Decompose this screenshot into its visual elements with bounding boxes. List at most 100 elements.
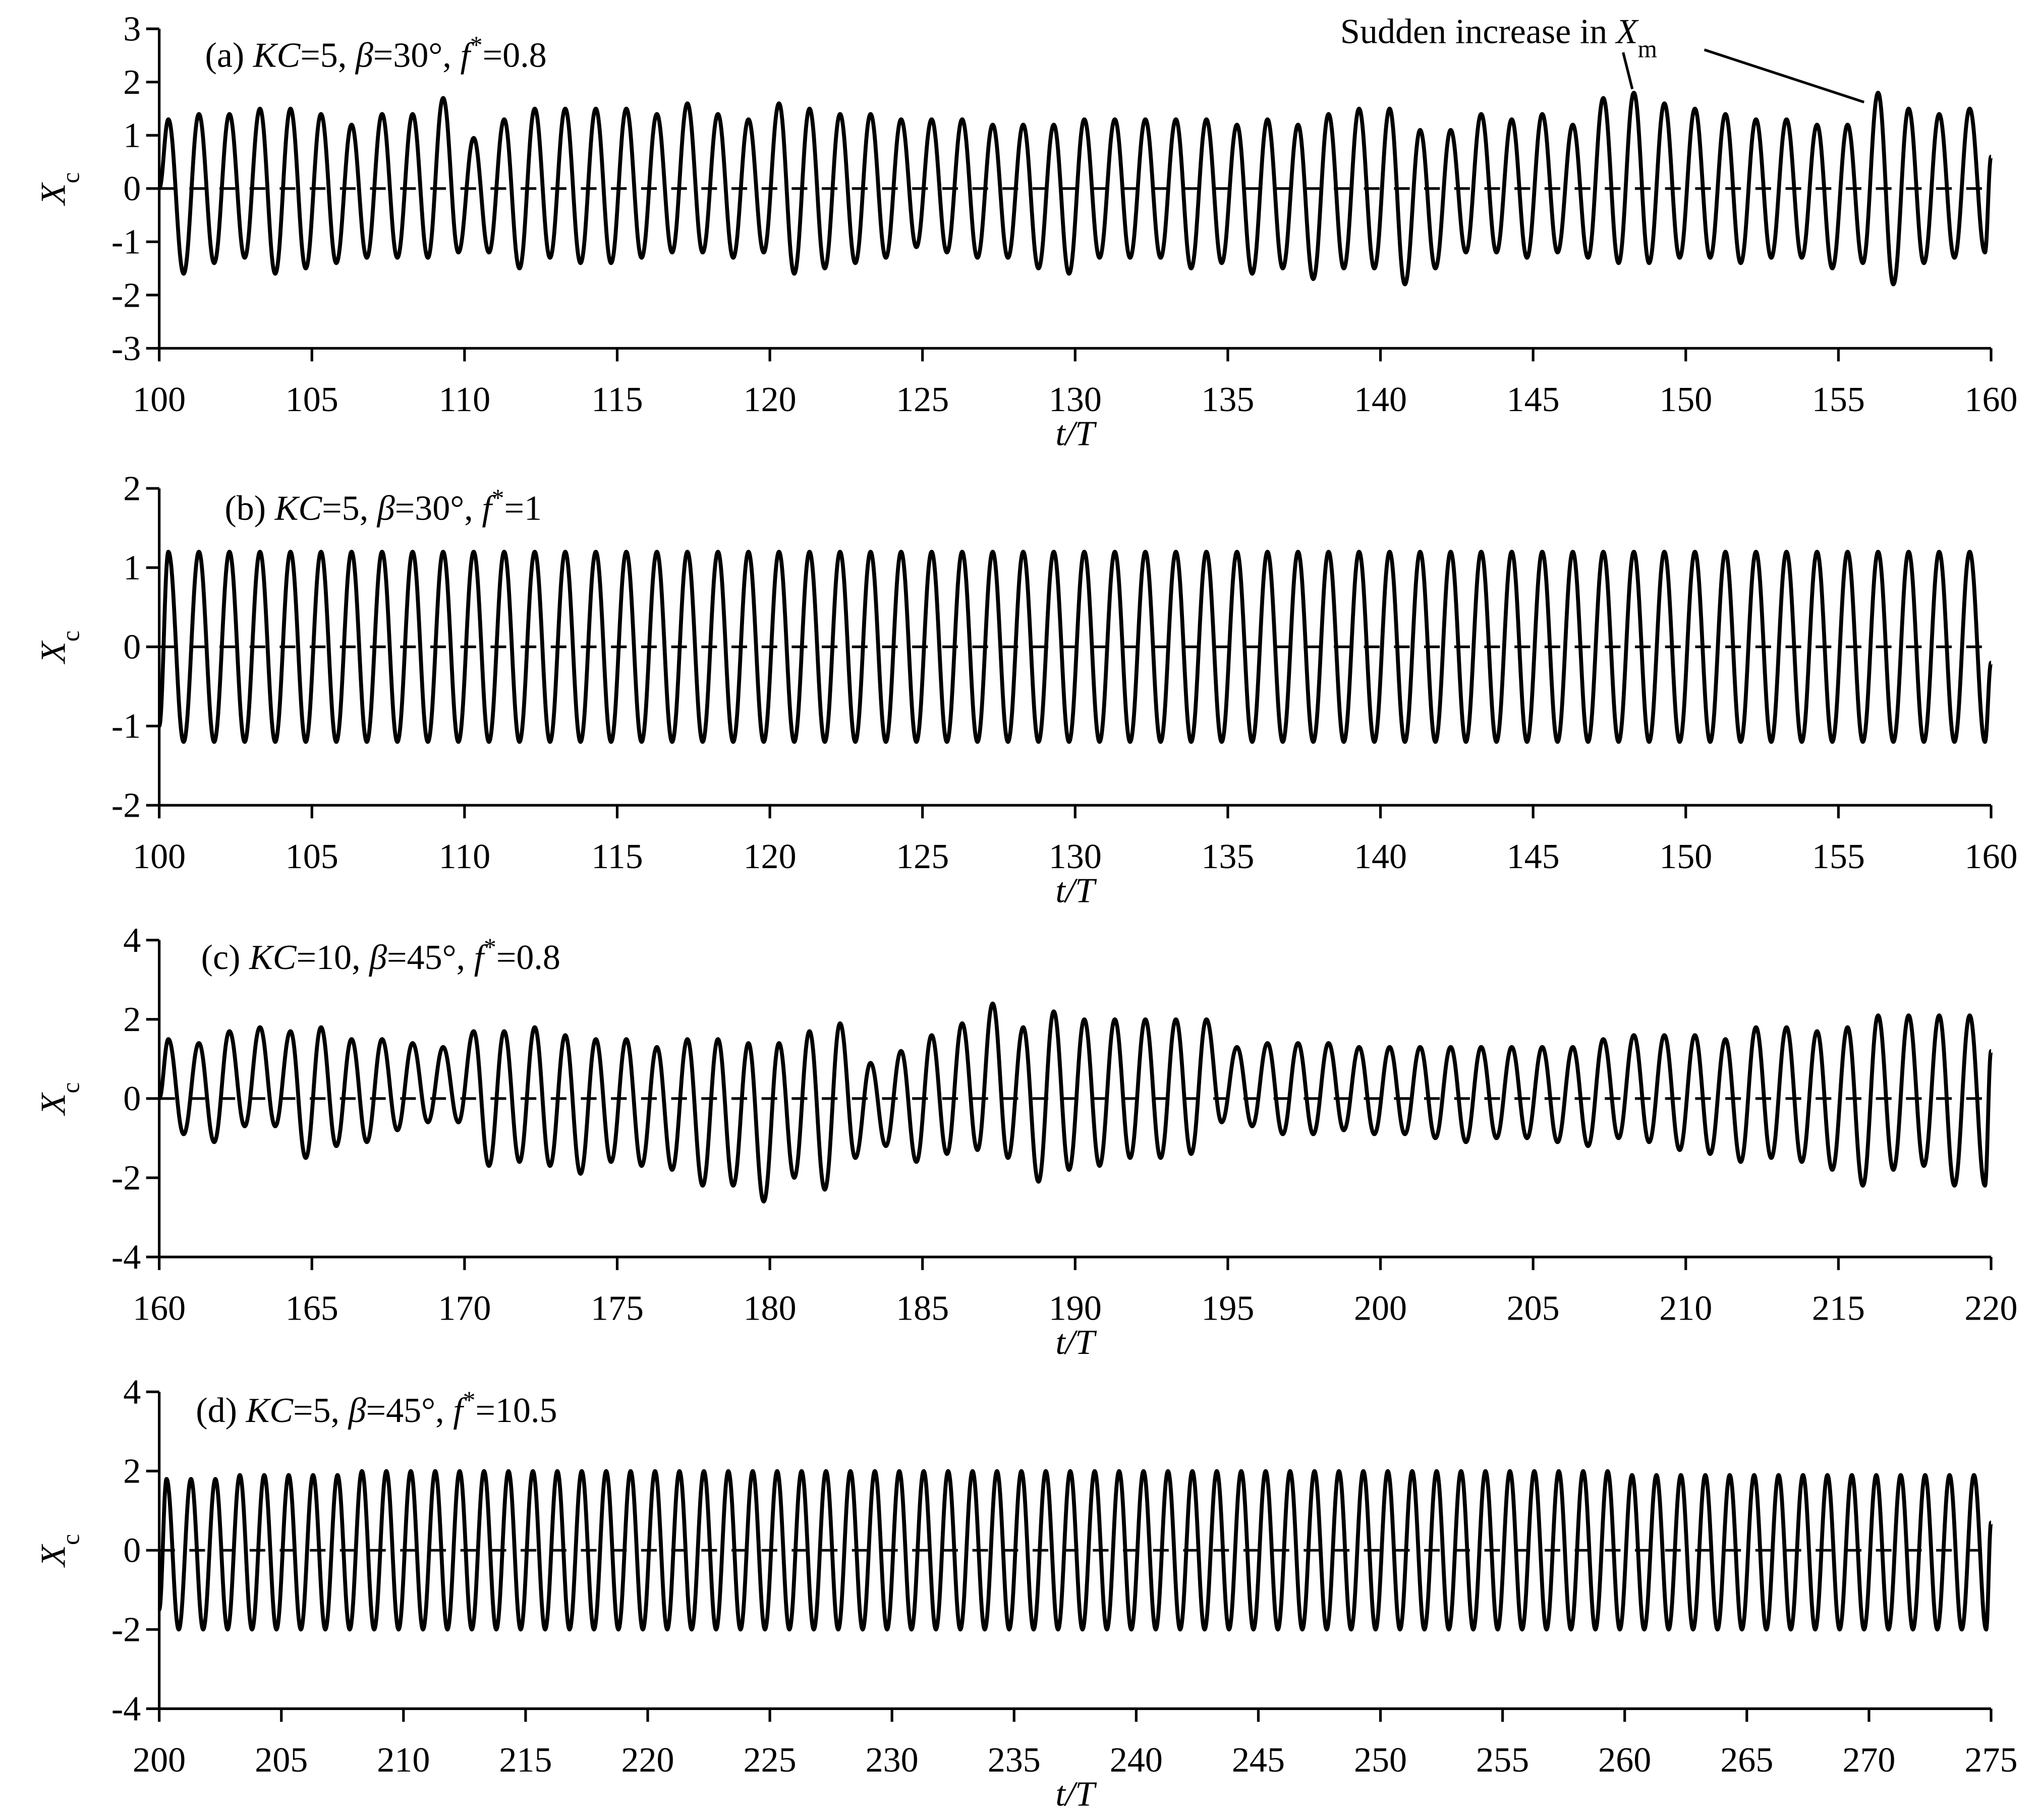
x-tick-label: 220 [621, 1741, 674, 1780]
x-tick-label: 215 [1812, 1289, 1865, 1328]
x-tick-label: 200 [133, 1741, 186, 1780]
x-tick-label: 105 [286, 380, 338, 419]
x-tick-label: 130 [1049, 380, 1102, 419]
panel-title-part: =45°, [366, 1391, 454, 1430]
x-tick-label: 100 [133, 837, 186, 876]
x-tick-label: 160 [1964, 380, 2017, 419]
y-tick-label: -2 [111, 276, 141, 315]
x-tick-label: 105 [286, 837, 338, 876]
panel-title-part: (b) [224, 489, 274, 528]
x-tick-label: 155 [1812, 380, 1865, 419]
panel-title: (c) KC=10, β=45°, f*=0.8 [201, 933, 560, 977]
y-tick-label: 2 [123, 1000, 141, 1039]
y-axis-label-symbol: X [34, 1092, 73, 1116]
y-tick-label: 0 [123, 169, 141, 208]
y-tick-label: 2 [123, 63, 141, 102]
panel-title-part: =30°, [373, 36, 461, 75]
y-tick-label: 1 [123, 549, 141, 588]
y-axis-label: Xc [34, 631, 85, 665]
y-tick-label: -4 [111, 1690, 141, 1729]
panel-title-part: KC [253, 36, 301, 75]
panel-title-part: KC [274, 489, 323, 528]
panel-title-part: =30°, [395, 489, 482, 528]
panel-title-part: (c) [201, 938, 249, 977]
x-tick-label: 195 [1201, 1289, 1254, 1328]
x-tick-label: 180 [744, 1289, 797, 1328]
panel-title-part: =5, [322, 489, 377, 528]
x-tick-label: 110 [439, 380, 491, 419]
x-tick-label: 220 [1964, 1289, 2017, 1328]
x-axis-label: t/T [1055, 1323, 1097, 1362]
x-tick-label: 245 [1232, 1741, 1285, 1780]
y-tick-label: 4 [123, 1373, 141, 1412]
x-tick-label: 150 [1659, 380, 1712, 419]
panel-title-part: =45°, [387, 938, 474, 977]
y-axis-label: Xc [34, 1082, 85, 1116]
panel-title-part: =1 [504, 489, 542, 528]
x-tick-label: 205 [1507, 1289, 1560, 1328]
x-tick-label: 165 [286, 1289, 338, 1328]
x-tick-label: 160 [133, 1289, 186, 1328]
data-line [157, 1001, 1993, 1204]
x-tick-label: 160 [1964, 837, 2017, 876]
panel-title-part: * [470, 31, 483, 59]
x-tick-label: 150 [1659, 837, 1712, 876]
panel-title-part: * [492, 484, 504, 511]
x-tick-label: 175 [591, 1289, 644, 1328]
x-tick-label: 120 [744, 837, 797, 876]
y-tick-label: 4 [123, 921, 141, 960]
x-tick-label: 265 [1720, 1741, 1773, 1780]
data-line [157, 90, 1993, 287]
x-tick-label: 250 [1354, 1741, 1407, 1780]
y-axis-label: Xc [34, 1534, 85, 1568]
y-tick-label: 1 [123, 117, 141, 155]
panel-title-part: * [484, 933, 496, 960]
y-tick-label: 2 [123, 1452, 141, 1491]
annotation-arrow [1622, 52, 1634, 90]
x-tick-label: 115 [591, 380, 643, 419]
x-tick-label: 115 [591, 837, 643, 876]
x-tick-label: 215 [499, 1741, 552, 1780]
panel-title-part: (d) [196, 1391, 246, 1430]
x-tick-label: 205 [255, 1741, 308, 1780]
data-line [157, 1469, 1993, 1632]
annotation-symbol: X [1615, 13, 1639, 51]
x-tick-label: 230 [866, 1741, 919, 1780]
y-tick-label: 0 [123, 628, 141, 667]
y-axis-label-symbol: X [34, 640, 73, 665]
x-tick-label: 140 [1354, 380, 1407, 419]
x-tick-label: 135 [1201, 380, 1254, 419]
y-axis-label-symbol: X [34, 1544, 73, 1568]
y-tick-label: -3 [111, 329, 141, 368]
x-tick-label: 145 [1507, 837, 1560, 876]
panel-title: (b) KC=5, β=30°, f*=1 [224, 484, 542, 528]
y-axis-label-subscript: c [56, 1082, 84, 1093]
x-tick-label: 185 [896, 1289, 949, 1328]
x-tick-label: 135 [1201, 837, 1254, 876]
x-axis-label: t/T [1055, 871, 1097, 910]
x-tick-label: 145 [1507, 380, 1560, 419]
y-tick-label: 0 [123, 1079, 141, 1118]
y-tick-label: -2 [111, 1611, 141, 1650]
panel-title: (d) KC=5, β=45°, f*=10.5 [196, 1386, 557, 1430]
x-tick-label: 235 [988, 1741, 1041, 1780]
panel-title-part: KC [246, 1391, 294, 1430]
y-axis-label-subscript: c [56, 1534, 84, 1545]
y-tick-label: -1 [111, 223, 141, 262]
y-tick-label: -1 [111, 707, 141, 746]
panel-title: (a) KC=5, β=30°, f*=0.8 [205, 31, 546, 75]
panel-title-part: =5, [300, 36, 356, 75]
x-tick-label: 130 [1049, 837, 1102, 876]
y-axis-label-subscript: c [56, 172, 84, 183]
panel-title-part: =10, [296, 938, 369, 977]
x-tick-label: 190 [1049, 1289, 1102, 1328]
panel-title-part: =5, [293, 1391, 349, 1430]
panel-title-part: =0.8 [483, 36, 547, 75]
x-axis-label: t/T [1055, 1775, 1097, 1813]
x-tick-label: 240 [1110, 1741, 1163, 1780]
panel-title-part: * [463, 1386, 476, 1413]
x-tick-label: 125 [896, 380, 949, 419]
data-line [157, 549, 1993, 744]
x-tick-label: 155 [1812, 837, 1865, 876]
